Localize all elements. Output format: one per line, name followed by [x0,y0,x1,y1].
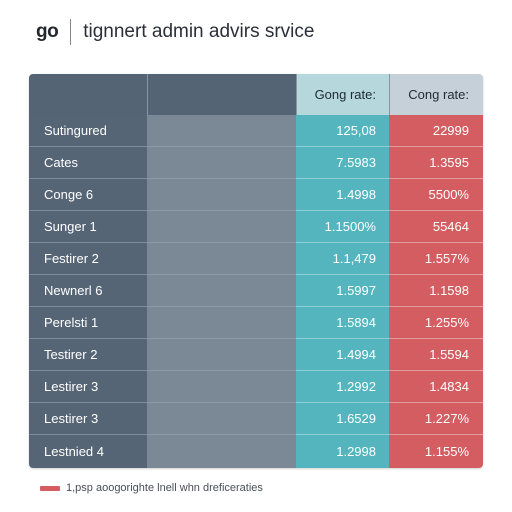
row-cong-rate: 1.4834 [389,370,483,402]
legend-swatch [40,485,60,491]
row-name: Lestnied 4 [29,434,147,468]
row-name: Lestirer 3 [29,402,147,434]
row-bar-cell [147,115,296,146]
table-row[interactable]: Cates 7.5983 1.3595 [29,146,483,178]
row-cong-rate: 1.3595 [389,146,483,178]
row-name: Perelsti 1 [29,306,147,338]
row-name: Lestirer 3 [29,370,147,402]
row-cong-rate: 55464 [389,210,483,242]
row-name: Cates [29,146,147,178]
row-cong-rate: 1.1598 [389,274,483,306]
header-divider [70,19,72,45]
table-row[interactable]: Festirer 2 1.1,479 1.557% [29,242,483,274]
row-gong-rate: 1.5894 [296,306,389,338]
row-bar-cell [147,210,296,242]
table-row[interactable]: Sutingured 125,08 22999 [29,115,483,146]
page-title: tignnert admin advirs srvice [83,21,315,42]
table-row[interactable]: Lestnied 4 1.2998 1.155% [29,434,483,468]
table-row[interactable]: Lestirer 3 1.6529 1.227% [29,402,483,434]
page-header: go tignnert admin advirs srvice [36,18,314,46]
table-row[interactable]: Newnerl 6 1.5997 1.1598 [29,274,483,306]
row-cong-rate: 22999 [389,115,483,146]
column-header-gong-rate[interactable]: Gong rate: [296,74,389,115]
row-name: Newnerl 6 [29,274,147,306]
table-header-row: Gong rate: Cong rate: [29,74,483,115]
row-bar-cell [147,338,296,370]
row-bar-cell [147,370,296,402]
row-cong-rate: 1.255% [389,306,483,338]
row-bar-cell [147,402,296,434]
row-gong-rate: 1.1500% [296,210,389,242]
row-gong-rate: 1.4998 [296,178,389,210]
row-gong-rate: 1.6529 [296,402,389,434]
row-bar-cell [147,178,296,210]
brand-logo[interactable]: go [36,21,59,42]
table-row[interactable]: Lestirer 3 1.2992 1.4834 [29,370,483,402]
rates-table: Gong rate: Cong rate: Sutingured 125,08 … [29,74,483,468]
row-cong-rate: 1.155% [389,434,483,468]
row-name: Festirer 2 [29,242,147,274]
table-row[interactable]: Testirer 2 1.4994 1.5594 [29,338,483,370]
row-cong-rate: 5500% [389,178,483,210]
row-bar-cell [147,434,296,468]
column-header-name [29,74,147,115]
row-gong-rate: 7.5983 [296,146,389,178]
legend-text: 1,psp aoogorighte lnell whn dreficeratie… [66,482,263,494]
row-name: Testirer 2 [29,338,147,370]
row-name: Sutingured [29,115,147,146]
row-cong-rate: 1.557% [389,242,483,274]
row-gong-rate: 1.2992 [296,370,389,402]
row-gong-rate: 1.2998 [296,434,389,468]
row-bar-cell [147,242,296,274]
table-row[interactable]: Conge 6 1.4998 5500% [29,178,483,210]
row-cong-rate: 1.5594 [389,338,483,370]
row-cong-rate: 1.227% [389,402,483,434]
row-bar-cell [147,274,296,306]
table-row[interactable]: Sunger 1 1.1500% 55464 [29,210,483,242]
row-gong-rate: 1.4994 [296,338,389,370]
table-row[interactable]: Perelsti 1 1.5894 1.255% [29,306,483,338]
row-gong-rate: 1.5997 [296,274,389,306]
row-name: Sunger 1 [29,210,147,242]
row-name: Conge 6 [29,178,147,210]
row-gong-rate: 1.1,479 [296,242,389,274]
row-gong-rate: 125,08 [296,115,389,146]
table-legend: 1,psp aoogorighte lnell whn dreficeratie… [40,482,263,494]
row-bar-cell [147,146,296,178]
column-header-blank [147,74,296,115]
column-header-cong-rate[interactable]: Cong rate: [389,74,483,115]
row-bar-cell [147,306,296,338]
